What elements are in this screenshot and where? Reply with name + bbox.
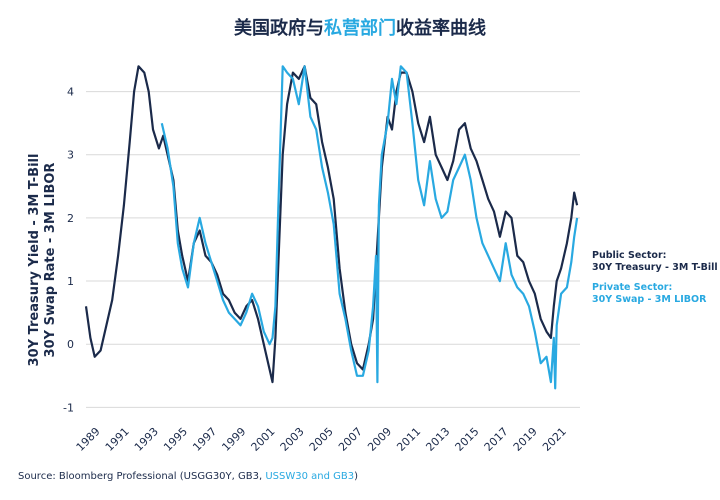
x-tick-label: 1997 (190, 425, 219, 454)
y-tick-label: 0 (67, 338, 74, 351)
source-note: Source: Bloomberg Professional (USGG30Y,… (18, 471, 358, 482)
y-tick-label: 4 (67, 86, 74, 99)
x-tick-label: 2007 (336, 425, 365, 454)
x-tick-label: 1995 (161, 425, 190, 454)
x-tick-label: 1989 (74, 425, 103, 454)
y-axis-label-line-2: 30Y Swap Rate - 3M LIBOR (43, 163, 58, 358)
legend-private-line-2: 30Y Swap - 3M LIBOR (592, 294, 707, 305)
x-tick-label: 2003 (278, 425, 307, 454)
legend-public-sector: Public Sector: 30Y Treasury - 3M T-Bill (592, 250, 718, 274)
x-tick-label: 1993 (132, 425, 161, 454)
title-part-1: 美国政府与 (234, 18, 324, 39)
x-tick-label: 2005 (307, 425, 336, 454)
series-line-private-sector (160, 65, 579, 390)
source-suffix: ) (354, 471, 359, 482)
y-axis-label-line-1: 30Y Treasury Yield - 3M T-Bill (27, 154, 42, 367)
x-tick-label: 2013 (423, 425, 452, 454)
y-tick-label: -1 (63, 401, 74, 414)
y-tick-label: 1 (67, 275, 74, 288)
x-tick-label: 2017 (482, 425, 511, 454)
y-tick-label: 2 (67, 212, 74, 225)
legend-public-line-1: Public Sector: (592, 250, 667, 261)
legend-public-line-2: 30Y Treasury - 3M T-Bill (592, 262, 718, 273)
source-prefix: Source: Bloomberg Professional (USGG30Y,… (18, 471, 266, 482)
title-part-3: 收益率曲线 (396, 18, 486, 39)
x-tick-label: 2001 (249, 425, 278, 454)
x-tick-label: 2019 (511, 425, 540, 454)
x-tick-label: 2011 (394, 425, 423, 454)
legend-private-line-1: Private Sector: (592, 282, 673, 293)
x-tick-label: 2015 (453, 425, 482, 454)
x-tick-label: 2009 (365, 425, 394, 454)
chart-series (84, 65, 579, 390)
series-line-public-sector (84, 65, 579, 384)
y-axis-ticks: -1 0 1 2 3 4 (63, 86, 74, 415)
chart-title: 美国政府与私营部门收益率曲线 (0, 14, 720, 40)
legend-private-sector: Private Sector: 30Y Swap - 3M LIBOR (592, 282, 706, 306)
x-tick-label: 2021 (540, 425, 569, 454)
x-tick-label: 1991 (103, 425, 132, 454)
source-accent: USSW30 and GB3 (265, 471, 355, 482)
y-tick-label: 3 (67, 149, 74, 162)
x-axis-ticks: 1989 1991 1993 1995 1997 1999 2001 2003 2005 2007… (74, 425, 569, 454)
title-part-2-highlight: 私营部门 (324, 18, 396, 39)
x-tick-label: 1999 (219, 425, 248, 454)
